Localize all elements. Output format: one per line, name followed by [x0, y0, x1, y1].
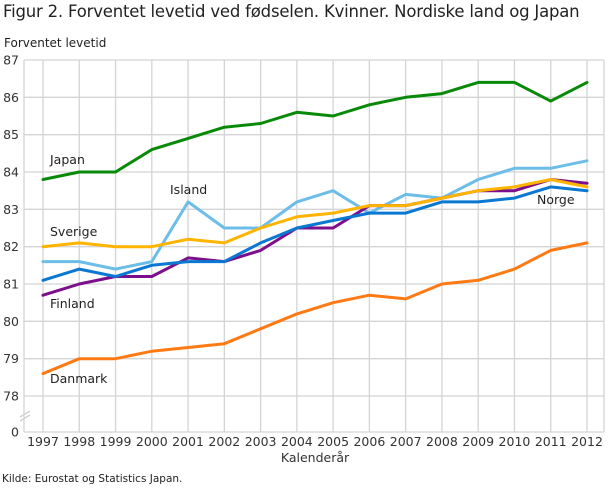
- x-tick-label: 2004: [281, 434, 313, 449]
- x-tick-label: 2012: [571, 434, 603, 449]
- series-label-sverige: Sverige: [50, 224, 98, 239]
- x-tick-label: 2003: [245, 434, 277, 449]
- x-tick-label: 1998: [63, 434, 95, 449]
- series-lines: [41, 80, 589, 376]
- x-tick-label: 2005: [317, 434, 349, 449]
- x-tick-label: 1999: [100, 434, 132, 449]
- y-tick-label: 80: [3, 314, 19, 329]
- x-tick-label: 2000: [136, 434, 168, 449]
- y-tick-label: 79: [3, 351, 19, 366]
- y-tick-label: 82: [3, 239, 19, 254]
- series-line-island: [41, 159, 589, 271]
- series-label-finland: Finland: [50, 296, 95, 311]
- x-tick-label: 1997: [27, 434, 59, 449]
- y-ticks: 87 86 85 84 83 82 81 80 79 78 0: [3, 53, 19, 440]
- series-line-sverige: [41, 178, 589, 249]
- y-tick-label: 78: [3, 389, 19, 404]
- series-label-danmark: Danmark: [50, 371, 108, 386]
- series-label-island: Island: [170, 182, 207, 197]
- x-tick-label: 2006: [353, 434, 385, 449]
- x-tick-label: 2008: [426, 434, 458, 449]
- x-tick-label: 2010: [499, 434, 531, 449]
- grid: [19, 59, 605, 433]
- series-line-finland: [41, 178, 589, 297]
- series-labels: Japan Island Sverige Finland Norge Danmark: [49, 152, 575, 386]
- chart-title: Figur 2. Forventet levetid ved fødselen.…: [3, 2, 580, 21]
- series-line-danmark: [41, 241, 589, 376]
- y-axis-label: Forventet levetid: [4, 36, 107, 50]
- y-tick-label: 83: [3, 202, 19, 217]
- y-tick-label: 0: [11, 425, 19, 440]
- x-ticks: 1997 1998 1999 2000 2001 2002 2003 2004 2005 2006…: [27, 434, 603, 449]
- series-label-japan: Japan: [49, 152, 85, 167]
- x-tick-label: 2007: [390, 434, 422, 449]
- axis-break-icon: [19, 410, 31, 422]
- series-line-japan: [41, 80, 589, 181]
- x-tick-label: 2011: [535, 434, 567, 449]
- y-tick-label: 87: [3, 53, 19, 68]
- series-line-norge: [41, 185, 589, 282]
- source-note: Kilde: Eurostat og Statistics Japan.: [2, 473, 183, 485]
- y-tick-label: 86: [3, 90, 19, 105]
- series-label-norge: Norge: [537, 192, 575, 207]
- x-tick-label: 2001: [172, 434, 204, 449]
- y-tick-label: 85: [3, 127, 19, 142]
- x-tick-label: 2009: [462, 434, 494, 449]
- x-axis-label: Kalenderår: [281, 450, 350, 465]
- y-tick-label: 81: [3, 277, 19, 292]
- y-tick-label: 84: [3, 165, 19, 180]
- x-tick-label: 2002: [208, 434, 240, 449]
